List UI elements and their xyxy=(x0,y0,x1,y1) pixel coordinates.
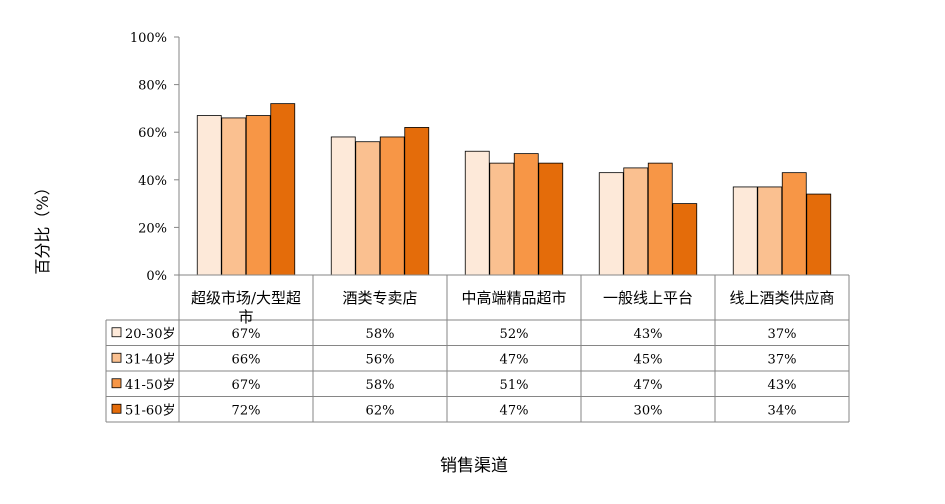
data-table: 超级市场/大型超市 酒类专卖店 中高端精品超市 一般线上平台 线上酒类供应商 20-30岁… xyxy=(105,274,850,423)
x-tick-label: 中高端精品超市 xyxy=(461,289,566,307)
data-label: 52% xyxy=(500,327,529,342)
y-tick-label: 100% xyxy=(130,31,167,46)
x-tick-label: 酒类专卖店 xyxy=(342,289,417,307)
data-label: 67% xyxy=(232,378,261,393)
y-tick-label: 40% xyxy=(138,174,167,189)
y-tick-label: 60% xyxy=(138,126,167,141)
x-axis-title: 销售渠道 xyxy=(440,456,508,476)
data-label: 67% xyxy=(232,327,261,342)
bar xyxy=(489,162,515,276)
bar xyxy=(196,115,222,276)
data-label: 37% xyxy=(768,352,797,367)
bar xyxy=(732,186,758,276)
data-label: 47% xyxy=(634,378,663,393)
legend-swatch xyxy=(111,352,122,363)
bar xyxy=(464,150,490,276)
bar xyxy=(379,136,405,276)
y-tick-label: 20% xyxy=(138,221,167,236)
bar xyxy=(757,186,783,276)
data-label: 47% xyxy=(500,403,529,418)
bar xyxy=(404,127,430,276)
x-tick-label: 一般线上平台 xyxy=(603,289,693,307)
legend-swatch xyxy=(111,327,122,338)
legend-swatch xyxy=(111,378,122,389)
data-label: 51% xyxy=(500,378,529,393)
y-tick-label: 0% xyxy=(146,269,167,284)
bar xyxy=(598,172,624,276)
x-tick-label: 线上酒类供应商 xyxy=(729,289,834,307)
bar xyxy=(221,117,247,276)
legend-label: 20-30岁 xyxy=(125,327,175,342)
data-label: 34% xyxy=(768,403,797,418)
data-label: 47% xyxy=(500,352,529,367)
bars xyxy=(196,103,832,276)
bar xyxy=(270,103,296,276)
data-label: 37% xyxy=(768,327,797,342)
data-label: 58% xyxy=(366,327,395,342)
bar xyxy=(513,153,539,276)
data-label: 56% xyxy=(366,352,395,367)
bar xyxy=(781,172,807,276)
bar xyxy=(538,162,564,276)
y-tick-label: 80% xyxy=(138,79,167,94)
legend-label: 31-40岁 xyxy=(125,352,175,367)
data-label: 43% xyxy=(768,378,797,393)
data-label: 62% xyxy=(366,403,395,418)
bar xyxy=(330,136,356,276)
bar xyxy=(355,141,381,276)
data-label: 45% xyxy=(634,352,663,367)
bar xyxy=(623,167,649,276)
data-label: 58% xyxy=(366,378,395,393)
y-axis-title: 百分比（%） xyxy=(33,179,52,274)
bar xyxy=(245,115,271,276)
bar xyxy=(806,193,832,276)
legend-label: 51-60岁 xyxy=(125,403,175,418)
x-tick-label: 超级市场/大型超市 xyxy=(191,289,301,326)
data-label: 66% xyxy=(232,352,261,367)
data-label: 72% xyxy=(232,403,261,418)
legend-swatch xyxy=(111,403,122,414)
bar xyxy=(647,162,673,276)
legend-label: 41-50岁 xyxy=(125,378,175,393)
data-label: 43% xyxy=(634,327,663,342)
y-axis: 0% 20% 40% 60% 80% 100% xyxy=(130,31,180,284)
data-label: 30% xyxy=(634,403,663,418)
bar xyxy=(672,203,698,276)
